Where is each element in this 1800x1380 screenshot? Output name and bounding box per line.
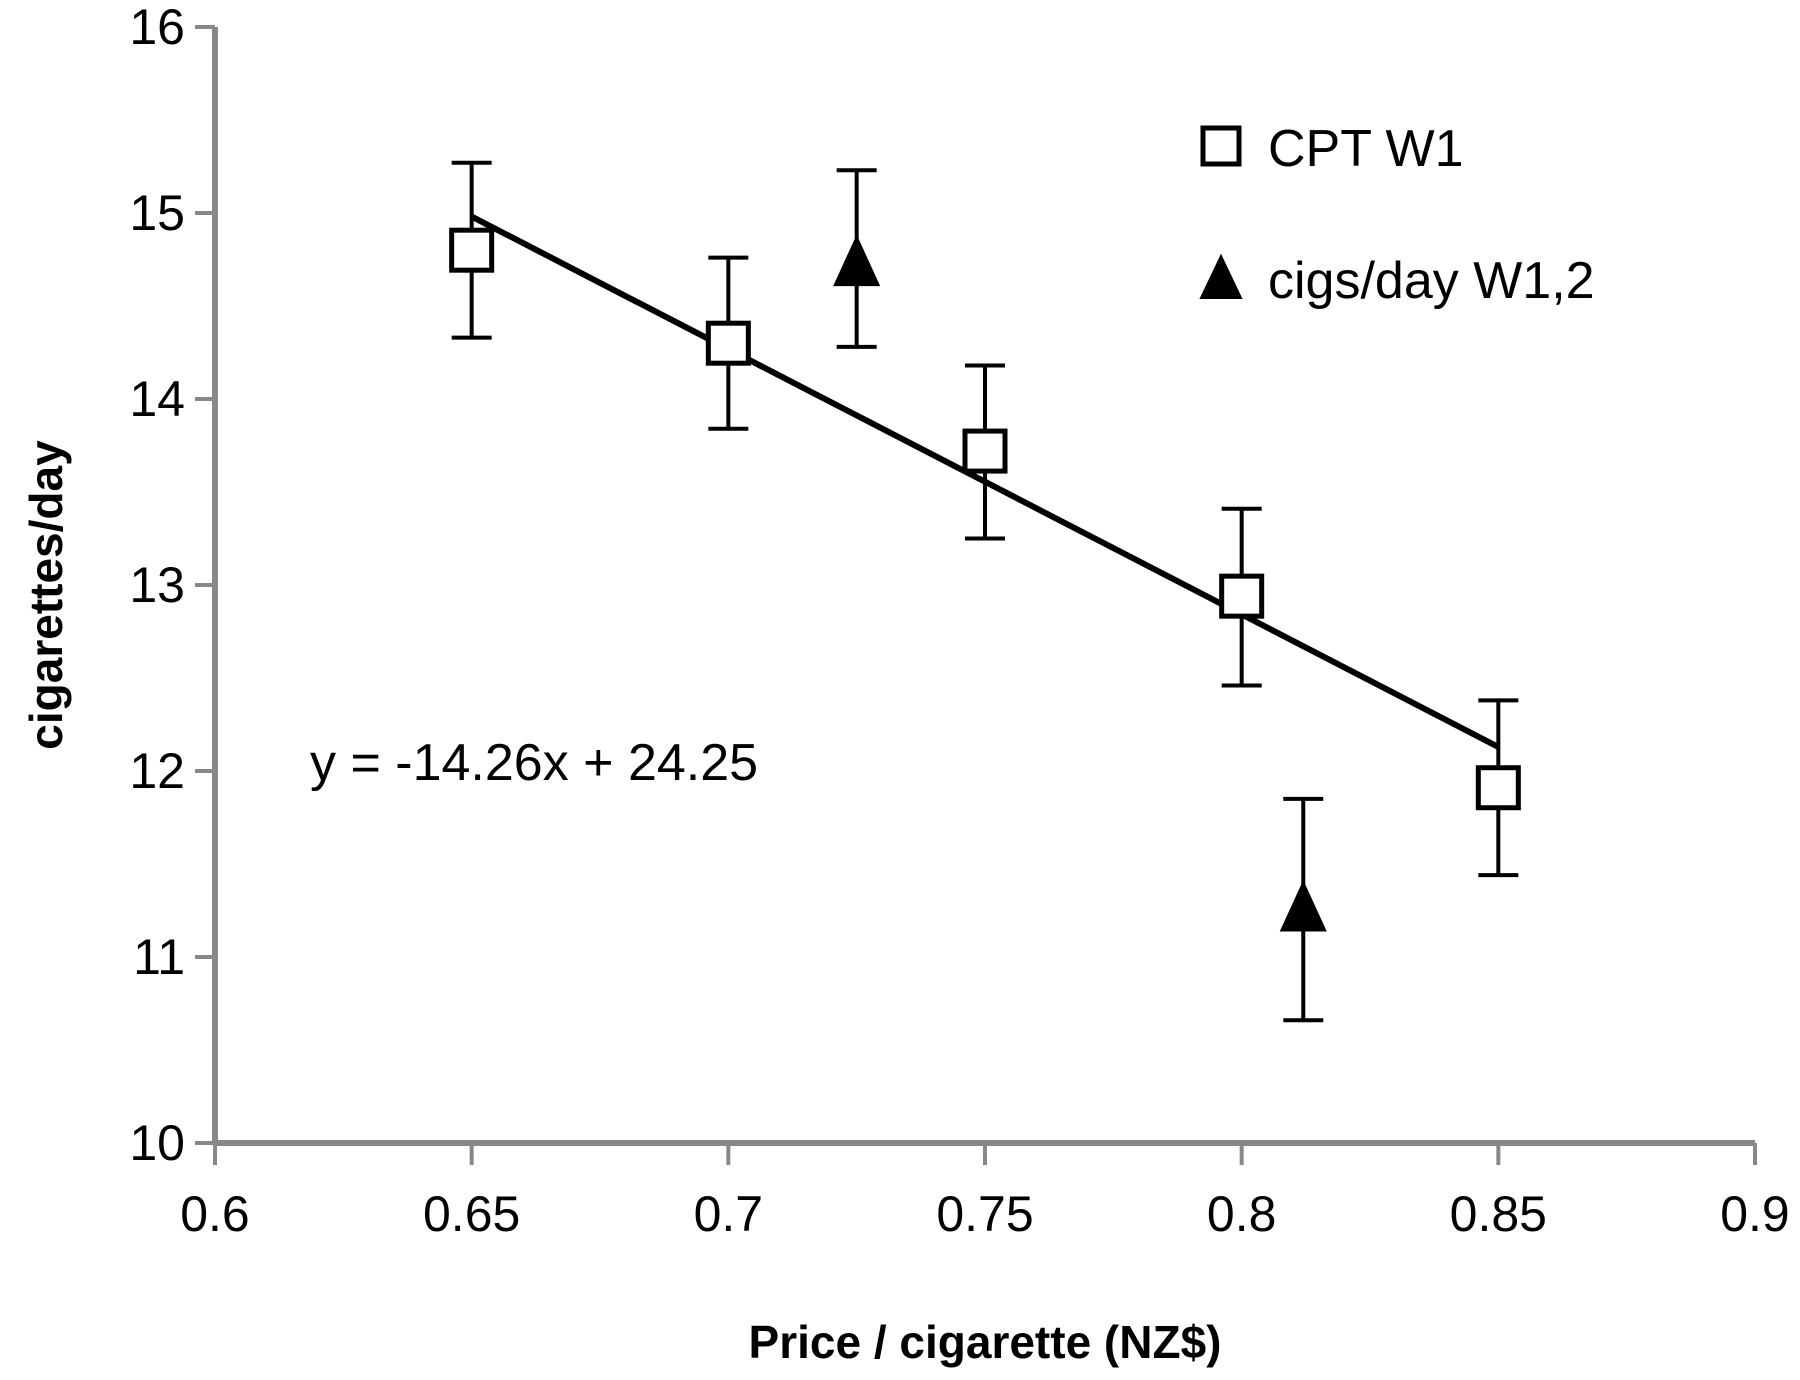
triangle-data-point [1279,880,1327,932]
x-tick-label: 0.75 [936,1186,1033,1242]
y-tick-label: 16 [129,0,185,55]
square-data-point [962,428,1008,474]
x-tick-label: 0.85 [1450,1186,1547,1242]
x-tick-label: 0.7 [694,1186,764,1242]
legend: CPT W1 cigs/day W1,2 [1199,120,1595,310]
square-data-point [705,320,751,366]
y-tick-label: 10 [129,1115,185,1171]
square-data-point [449,227,495,273]
y-tick-label: 13 [129,557,185,613]
legend-label-cpt-w1: CPT W1 [1268,120,1464,178]
y-tick-label: 11 [133,929,185,985]
legend-square-marker [1200,125,1242,167]
y-tick-label: 12 [129,743,185,799]
axes [212,27,1755,1146]
legend-triangle-marker [1199,253,1243,299]
y-axis-title: cigarettes/day [20,440,72,750]
x-tick-label: 0.8 [1207,1186,1277,1242]
y-axis-ticks: 10 11 12 13 14 15 16 [129,0,215,1171]
y-tick-label: 15 [129,185,185,241]
square-data-point [1219,573,1265,619]
y-tick-label: 14 [129,371,185,427]
triangle-data-point [833,234,881,287]
legend-label-cigs-day: cigs/day W1,2 [1268,252,1595,310]
x-tick-label: 0.9 [1720,1186,1790,1242]
trendline-equation: y = -14.26x + 24.25 [310,734,758,792]
x-axis-ticks: 0.6 0.65 0.7 0.75 0.8 0.85 0.9 [180,1143,1790,1242]
x-tick-label: 0.6 [180,1186,250,1242]
square-data-point [1475,765,1521,811]
x-tick-label: 0.65 [423,1186,520,1242]
data-markers [449,227,1521,932]
x-axis-title: Price / cigarette (NZ$) [749,1316,1222,1368]
